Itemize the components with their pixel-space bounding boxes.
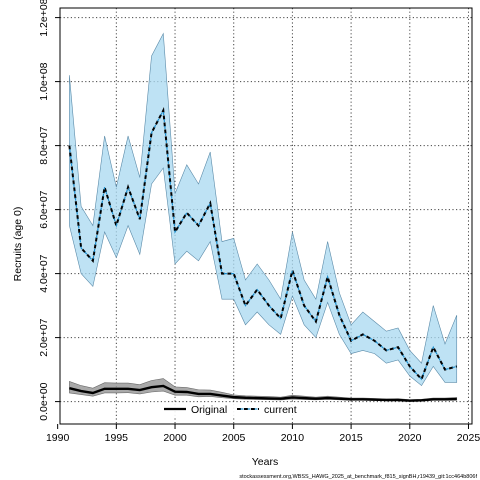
current-point bbox=[303, 305, 305, 307]
current-point bbox=[162, 110, 164, 112]
current-point bbox=[432, 346, 434, 348]
current-point bbox=[327, 276, 329, 278]
current-point bbox=[104, 186, 106, 188]
x-tick-label: 1990 bbox=[46, 432, 70, 444]
current-point bbox=[268, 305, 270, 307]
y-tick-label: 4.0e+07 bbox=[38, 254, 50, 292]
original-point bbox=[374, 399, 376, 401]
current-point bbox=[151, 132, 153, 134]
original-point bbox=[397, 399, 399, 401]
original-point bbox=[432, 399, 434, 401]
plot-inner bbox=[60, 8, 472, 424]
current-line-dark bbox=[68, 106, 458, 382]
original-point bbox=[362, 399, 364, 401]
original-point bbox=[409, 400, 411, 402]
original-point bbox=[80, 390, 82, 392]
plot-frame bbox=[59, 7, 473, 425]
x-tick-label: 2020 bbox=[398, 432, 422, 444]
original-point bbox=[92, 392, 94, 394]
footer-caption: stockassessment.org,WBSS_HAWG_2025_at_be… bbox=[239, 474, 477, 480]
original-line bbox=[69, 384, 457, 402]
original-point bbox=[444, 399, 446, 401]
y-axis-label: Recruits (age 0) bbox=[12, 207, 24, 282]
current-point bbox=[221, 273, 223, 275]
original-point bbox=[256, 397, 258, 399]
original-point bbox=[456, 398, 458, 400]
current-point bbox=[116, 225, 118, 227]
original-point bbox=[350, 399, 352, 401]
current-ci-band bbox=[69, 32, 458, 387]
y-tick-label: 2.0e+07 bbox=[38, 318, 50, 356]
plot-area bbox=[60, 8, 472, 424]
current-point bbox=[444, 369, 446, 371]
y-tick-label: 0.0e+00 bbox=[38, 382, 50, 420]
current-point bbox=[374, 340, 376, 342]
original-point bbox=[303, 397, 305, 399]
legend-label-current: current bbox=[264, 404, 297, 416]
y-tick-label: 1.2e+08 bbox=[38, 0, 50, 37]
original-point bbox=[104, 388, 106, 390]
y-tick-label: 1.0e+08 bbox=[38, 62, 50, 100]
current-point bbox=[409, 366, 411, 368]
x-axis-label: Years bbox=[252, 456, 278, 468]
current-point bbox=[339, 314, 341, 316]
current-point bbox=[186, 212, 188, 214]
original-point bbox=[198, 393, 200, 395]
current-point bbox=[245, 305, 247, 307]
original-point bbox=[292, 397, 294, 399]
current-point bbox=[421, 378, 423, 380]
current-point bbox=[386, 350, 388, 352]
original-point bbox=[139, 389, 141, 391]
original-point bbox=[174, 391, 176, 393]
x-tick-label: 1995 bbox=[105, 432, 129, 444]
current-point bbox=[456, 366, 458, 368]
current-point bbox=[209, 202, 211, 204]
axes: 1990 1995 2000 2005 2010 2015 2020 2025 0.0e+00 2… bbox=[38, 0, 480, 444]
original-point bbox=[233, 396, 235, 398]
current-point bbox=[198, 225, 200, 227]
current-line bbox=[68, 108, 457, 381]
original-point bbox=[245, 397, 247, 399]
original-point bbox=[186, 391, 188, 393]
current-point bbox=[350, 340, 352, 342]
original-point bbox=[151, 386, 153, 388]
original-point bbox=[162, 385, 164, 387]
current-point bbox=[397, 346, 399, 348]
original-point bbox=[268, 398, 270, 400]
original-point bbox=[116, 388, 118, 390]
current-point bbox=[362, 334, 364, 336]
original-point bbox=[421, 400, 423, 402]
x-tick-label: 2025 bbox=[457, 432, 480, 444]
x-tick-label: 2015 bbox=[339, 432, 363, 444]
current-point bbox=[92, 260, 94, 262]
current-point bbox=[233, 273, 235, 275]
original-point bbox=[127, 388, 129, 390]
original-point bbox=[339, 398, 341, 400]
legend: Original current bbox=[160, 403, 310, 416]
legend-label-original: Original bbox=[191, 404, 227, 416]
original-point bbox=[315, 398, 317, 400]
current-point bbox=[174, 231, 176, 233]
original-point bbox=[386, 399, 388, 401]
current-point bbox=[315, 321, 317, 323]
legend-background bbox=[160, 403, 310, 416]
current-point bbox=[127, 186, 129, 188]
current-point bbox=[292, 270, 294, 272]
original-point bbox=[221, 395, 223, 397]
x-tick-label: 2005 bbox=[222, 432, 246, 444]
original-point bbox=[327, 397, 329, 399]
current-point bbox=[69, 145, 71, 147]
y-tick-label: 6.0e+07 bbox=[38, 190, 50, 228]
original-point bbox=[69, 387, 71, 389]
current-point bbox=[80, 247, 82, 249]
original-point bbox=[280, 398, 282, 400]
current-point bbox=[139, 218, 141, 220]
y-tick-label: 8.0e+07 bbox=[38, 126, 50, 164]
current-point bbox=[256, 289, 258, 291]
x-tick-label: 2000 bbox=[163, 432, 187, 444]
x-tick-label: 2010 bbox=[281, 432, 305, 444]
original-point bbox=[209, 393, 211, 395]
current-point bbox=[280, 318, 282, 320]
